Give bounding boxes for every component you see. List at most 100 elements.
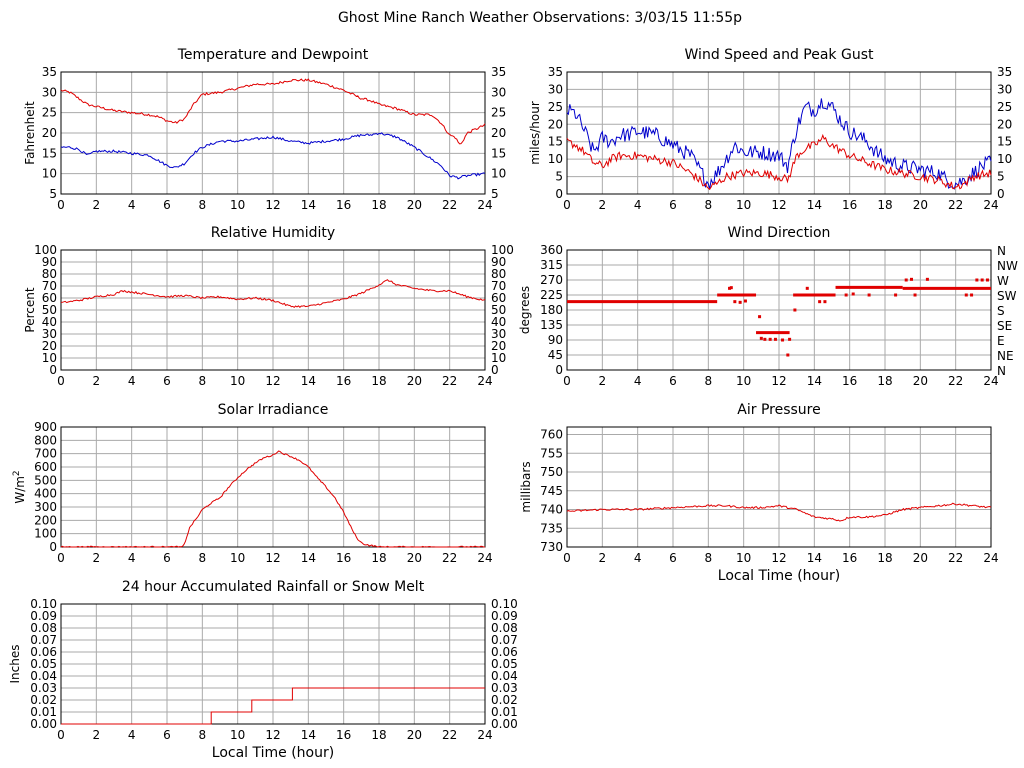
solar-ylabel: W/m2 (12, 470, 27, 503)
x-tick-label: 22 (948, 551, 963, 565)
x-tick-label: 12 (265, 728, 280, 742)
y-tick-label-right: 20 (491, 339, 506, 353)
x-tick-label: 6 (669, 198, 677, 212)
x-tick-label: 20 (407, 551, 422, 565)
x-tick-label: 12 (265, 551, 280, 565)
y-tick-label-right: 0 (997, 187, 1005, 201)
temp-title: Temperature and Dewpoint (177, 47, 369, 63)
direction-point (733, 300, 737, 304)
y-tick-label: 20 (42, 126, 57, 140)
x-tick-label: 10 (230, 728, 245, 742)
y-tick-label-right: 40 (491, 315, 506, 329)
x-tick-label: 14 (807, 198, 822, 212)
compass-label: N (997, 244, 1006, 258)
rh-title: Relative Humidity (211, 225, 335, 241)
rh-series-0 (60, 279, 486, 309)
y-tick-label: 30 (548, 82, 563, 96)
press-ylabel: millibars (519, 461, 533, 512)
x-tick-label: 24 (983, 551, 998, 565)
x-tick-label: 0 (563, 198, 571, 212)
wind-title: Wind Speed and Peak Gust (685, 47, 874, 63)
direction-point (844, 293, 848, 297)
y-tick-label-right: 0.04 (491, 669, 518, 683)
x-tick-label: 4 (634, 374, 642, 388)
direction-point (910, 277, 913, 281)
x-tick-label: 10 (736, 551, 751, 565)
y-tick-label: 20 (42, 339, 57, 353)
y-tick-label-right: 30 (491, 327, 506, 341)
y-tick-label: 750 (540, 465, 563, 479)
y-tick-label-right: 35 (491, 65, 506, 79)
x-tick-label: 22 (442, 198, 457, 212)
direction-point (773, 337, 777, 341)
y-tick-label: 0 (555, 187, 563, 201)
x-tick-label: 18 (877, 374, 892, 388)
x-tick-label: 18 (371, 551, 386, 565)
x-tick-label: 0 (57, 374, 65, 388)
x-tick-label: 12 (771, 198, 786, 212)
x-tick-label: 0 (57, 551, 65, 565)
y-tick-label: 35 (42, 65, 57, 79)
x-tick-label: 8 (705, 551, 713, 565)
direction-point (867, 293, 871, 297)
y-tick-label-right: 60 (491, 291, 506, 305)
y-tick-label: 900 (34, 420, 57, 434)
x-tick-label: 16 (842, 551, 857, 565)
x-tick-label: 22 (442, 374, 457, 388)
rain-chart: 24 hour Accumulated Rainfall or Snow Mel… (8, 579, 518, 761)
y-tick-label: 15 (548, 135, 563, 149)
y-tick-label: 0 (555, 363, 563, 377)
y-tick-label: 0.01 (30, 705, 57, 719)
y-tick-label: 100 (34, 527, 57, 541)
x-tick-label: 10 (736, 198, 751, 212)
direction-point (985, 278, 989, 282)
direction-point (728, 286, 732, 290)
x-tick-label: 0 (57, 728, 65, 742)
y-tick-label: 735 (540, 521, 563, 535)
y-tick-label: 500 (34, 473, 57, 487)
y-tick-label: 5 (555, 170, 563, 184)
wind-ylabel: miles/hour (528, 101, 542, 165)
direction-point (970, 293, 974, 297)
y-tick-label: 25 (42, 106, 57, 120)
x-tick-label: 2 (599, 374, 607, 388)
compass-label: W (997, 274, 1009, 288)
y-tick-label: 315 (540, 258, 563, 272)
dir-title: Wind Direction (728, 225, 831, 241)
y-tick-label-right: 15 (997, 135, 1012, 149)
direction-point (964, 293, 968, 297)
x-tick-label: 18 (877, 551, 892, 565)
y-tick-label-right: 25 (491, 106, 506, 120)
x-tick-label: 20 (407, 374, 422, 388)
y-tick-label: 760 (540, 428, 563, 442)
y-tick-label: 700 (34, 447, 57, 461)
x-tick-label: 2 (93, 728, 101, 742)
y-tick-label-right: 10 (491, 351, 506, 365)
rh-grid (60, 249, 486, 371)
rain-xlabel: Local Time (hour) (212, 745, 334, 761)
compass-label: NW (997, 259, 1018, 273)
y-tick-label: 755 (540, 446, 563, 460)
y-tick-label: 50 (42, 303, 57, 317)
y-tick-label: 0.00 (30, 717, 57, 731)
y-tick-label-right: 0.01 (491, 705, 518, 719)
y-tick-label: 300 (34, 500, 57, 514)
dir-series-0 (567, 277, 991, 357)
x-tick-label: 4 (634, 198, 642, 212)
x-tick-label: 10 (230, 551, 245, 565)
x-tick-label: 14 (301, 374, 316, 388)
y-tick-label: 100 (34, 243, 57, 257)
y-tick-label: 600 (34, 460, 57, 474)
direction-point (913, 293, 917, 297)
y-tick-label: 0.05 (30, 657, 57, 671)
solar-title: Solar Irradiance (218, 402, 329, 418)
wind-plot-frame (566, 71, 992, 195)
x-tick-label: 14 (301, 551, 316, 565)
solar-grid (60, 426, 486, 548)
x-tick-label: 8 (199, 728, 207, 742)
x-tick-label: 0 (563, 551, 571, 565)
x-tick-label: 24 (477, 198, 492, 212)
